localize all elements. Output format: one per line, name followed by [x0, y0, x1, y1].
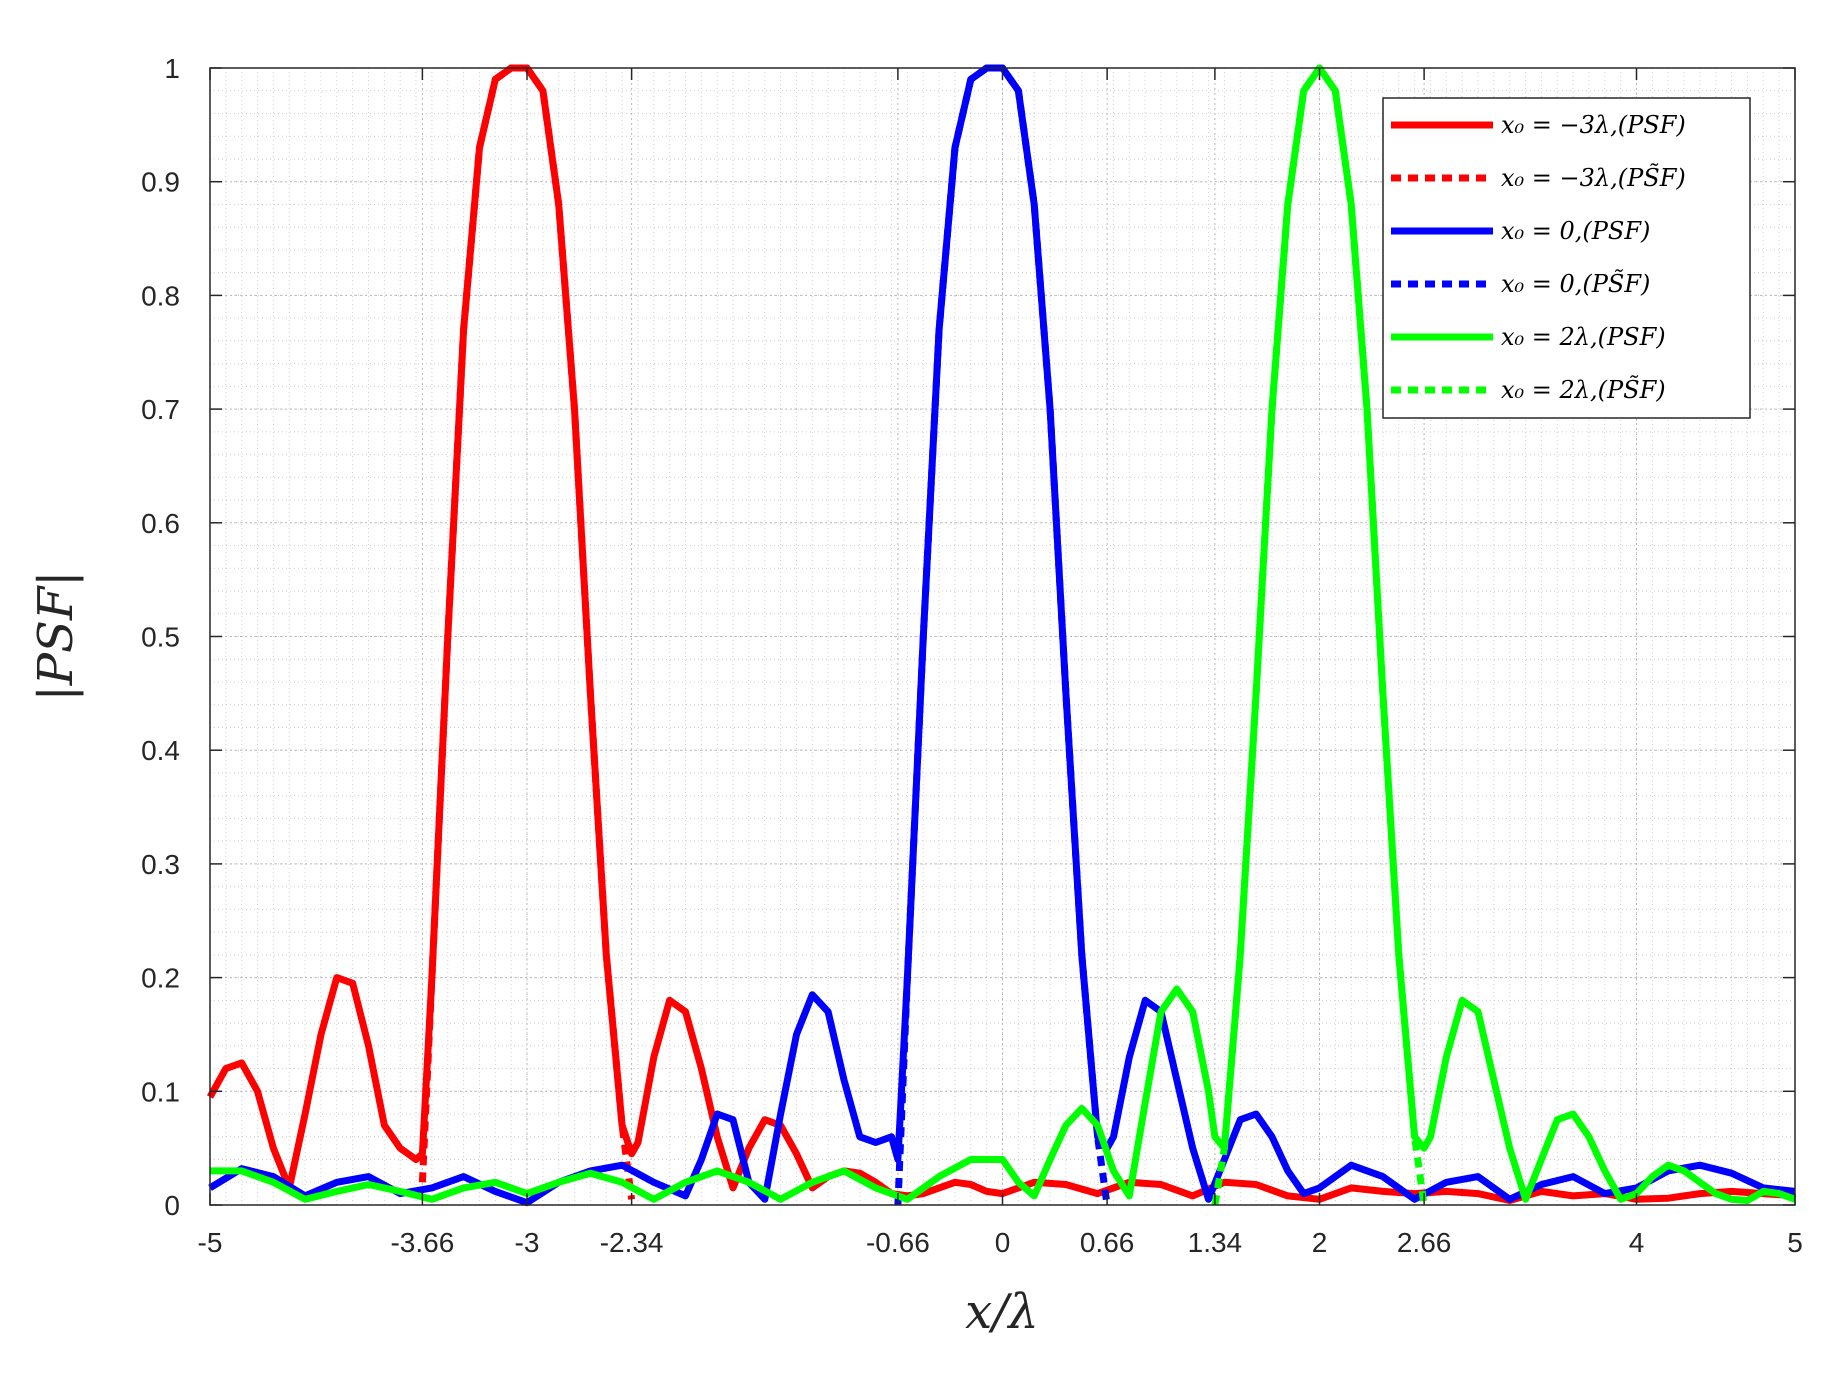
x-tick-label: 2.66 [1397, 1227, 1452, 1258]
y-tick-label: 0.2 [141, 963, 180, 994]
y-tick-label: 0.9 [141, 167, 180, 198]
x-tick-labels: -5 -3.66 -3 -2.34 -0.66 0 0.66 1.34 2 2.66 4 5 [198, 1227, 1803, 1258]
x-tick-label: 1.34 [1188, 1227, 1243, 1258]
legend-label-5: x₀ = 2λ,(PS̃F) [1501, 376, 1666, 404]
legend-label-4: x₀ = 2λ,(PSF) [1501, 323, 1666, 351]
series-line-4 [210, 64, 1797, 1204]
y-tick-label: 0.7 [141, 394, 180, 425]
y-tick-label: 0.6 [141, 508, 180, 539]
legend: x₀ = −3λ,(PSF) x₀ = −3λ,(PS̃F) x₀ = 0,(PSF… [1382, 97, 1751, 419]
x-tick-label: -3.66 [390, 1227, 454, 1258]
y-tick-label: 0.8 [141, 280, 180, 311]
x-tick-label: 2 [1312, 1227, 1328, 1258]
legend-label-3: x₀ = 0,(PS̃F) [1501, 270, 1650, 298]
y-tick-label: 0.5 [141, 622, 180, 653]
x-tick-label: -3 [515, 1227, 540, 1258]
x-tick-label: 0.66 [1080, 1227, 1135, 1258]
legend-label-1: x₀ = −3λ,(PS̃F) [1501, 164, 1686, 192]
y-tick-label: 0.4 [141, 735, 180, 766]
x-tick-label: 4 [1629, 1227, 1645, 1258]
y-axis-label: |PSF| [28, 571, 84, 702]
series-line-0 [206, 64, 1796, 1204]
axis-ticks [209, 67, 1796, 1206]
x-tick-label: 5 [1787, 1227, 1803, 1258]
legend-box [1382, 97, 1751, 419]
y-tick-label: 0 [164, 1190, 180, 1221]
x-tick-label: -2.34 [600, 1227, 664, 1258]
legend-label-2: x₀ = 0,(PSF) [1501, 217, 1650, 245]
legend-label-0: x₀ = −3λ,(PSF) [1501, 111, 1686, 139]
y-tick-labels: 0 0.1 0.2 0.3 0.4 0.5 0.6 0.7 0.8 0.9 1 [141, 53, 180, 1221]
y-tick-label: 0.1 [141, 1076, 180, 1107]
x-tick-label: 0 [995, 1227, 1011, 1258]
y-tick-label: 1 [164, 53, 180, 84]
x-tick-label: -5 [198, 1227, 223, 1258]
y-tick-label: 0.3 [141, 849, 180, 880]
x-tick-label: -0.66 [866, 1227, 930, 1258]
x-axis-label: x/λ [965, 1284, 1039, 1340]
